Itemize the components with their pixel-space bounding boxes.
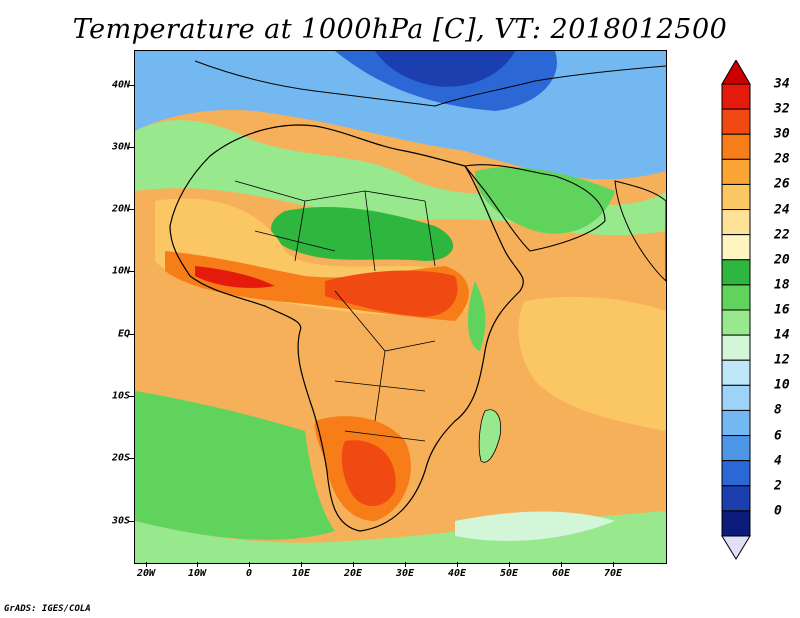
colorbar-label: 14	[774, 327, 790, 343]
colorbar-label: 10	[774, 377, 790, 393]
lon-tick-mark	[561, 562, 562, 567]
lon-tick-mark	[197, 562, 198, 567]
green-arabia-region	[475, 167, 615, 234]
colorbar-swatch	[721, 108, 751, 135]
lon-label-20e: 20E	[343, 568, 363, 579]
colorbar-swatch	[721, 83, 751, 110]
colorbar-swatch	[721, 309, 751, 336]
lat-tick-mark	[128, 85, 134, 86]
colorbar-label: 18	[774, 277, 790, 293]
colorbar-label: 20	[774, 252, 790, 268]
lat-tick-mark	[128, 334, 134, 335]
colorbar-label: 12	[774, 352, 790, 368]
colorbar-label: 16	[774, 302, 790, 318]
colorbar-swatch	[721, 209, 751, 236]
colorbar-swatch	[721, 510, 751, 537]
hottest-west-africa	[195, 266, 275, 288]
lat-tick-mark	[128, 458, 134, 459]
lat-tick-mark	[128, 521, 134, 522]
country-borders	[234, 180, 436, 442]
lon-label-40e: 40E	[447, 568, 467, 579]
lon-label-0: 0	[245, 568, 253, 579]
colorbar-swatch	[721, 359, 751, 386]
colorbar-under-triangle	[721, 535, 751, 560]
colorbar-swatch	[721, 409, 751, 437]
lon-label-10e: 10E	[291, 568, 311, 579]
colorbar-label: 32	[774, 101, 790, 117]
hot-central-africa	[325, 270, 458, 317]
lon-label-10w: 10W	[187, 568, 207, 579]
lon-label-20w: 20W	[136, 568, 156, 579]
lon-tick-mark	[249, 562, 250, 567]
colorbar-label: 6	[774, 428, 782, 444]
colorbar-over-triangle	[721, 60, 751, 85]
colorbar-swatch	[721, 284, 751, 311]
lat-label-30n: 30N	[111, 141, 130, 153]
lat-tick-mark	[128, 396, 134, 397]
colorbar-swatch	[721, 158, 751, 185]
southern-ocean-light	[455, 511, 615, 541]
colorbar-label: 2	[774, 478, 782, 494]
colorbar-swatch	[721, 485, 751, 512]
colorbar-swatch	[721, 460, 751, 487]
lat-label-10n: 10N	[111, 265, 130, 277]
africa-coastline	[169, 124, 524, 532]
lat-label-20n: 20N	[111, 203, 130, 215]
colorbar-swatch	[721, 435, 751, 462]
map-title: Temperature at 1000hPa [C], VT: 20180125…	[72, 14, 728, 45]
colorbar-label: 26	[774, 176, 790, 192]
arabia-coastline	[463, 164, 606, 252]
india-coastline	[614, 180, 666, 282]
lon-label-70e: 70E	[603, 568, 623, 579]
lon-label-60e: 60E	[551, 568, 571, 579]
colorbar-swatch	[721, 133, 751, 160]
green-sahara-region	[271, 206, 454, 261]
lat-label-40n: 40N	[111, 79, 130, 91]
cold-region-europe	[375, 51, 515, 87]
south-atlantic-cool	[135, 391, 335, 540]
colorbar-label: 34	[774, 76, 790, 92]
colorbar-label: 22	[774, 227, 790, 243]
lat-tick-mark	[128, 271, 134, 272]
lon-tick-mark	[613, 562, 614, 567]
colorbar-swatch	[721, 234, 751, 261]
lon-tick-mark	[353, 562, 354, 567]
lon-label-30e: 30E	[395, 568, 415, 579]
map-svg	[135, 51, 666, 563]
southern-africa-hot	[341, 440, 396, 506]
lon-tick-mark	[509, 562, 510, 567]
colorbar-swatch	[721, 259, 751, 286]
colorbar-label: 30	[774, 126, 790, 142]
colorbar-label: 4	[774, 453, 782, 469]
europe-coastline	[194, 60, 666, 107]
lon-label-50e: 50E	[499, 568, 519, 579]
lon-tick-mark	[457, 562, 458, 567]
lat-label-10s: 10S	[111, 390, 130, 402]
colorbar-swatch	[721, 384, 751, 411]
colorbar-label: 28	[774, 151, 790, 167]
lat-tick-mark	[128, 209, 134, 210]
indian-ocean-warm	[518, 296, 666, 431]
grads-credit: GrADS: IGES/COLA	[4, 604, 91, 614]
madagascar	[478, 409, 502, 463]
colorbar-label: 8	[774, 402, 782, 418]
lon-tick-mark	[146, 562, 147, 567]
lat-label-eq: EQ	[117, 328, 130, 340]
lat-label-20s: 20S	[111, 452, 130, 464]
colorbar-label: 24	[774, 202, 790, 218]
colorbar-label: 0	[774, 503, 782, 519]
colorbar-swatch	[721, 183, 751, 211]
colorbar-swatch	[721, 334, 751, 361]
lon-tick-mark	[301, 562, 302, 567]
east-africa-highlands	[468, 281, 486, 351]
temperature-map	[134, 50, 667, 564]
lat-label-30s: 30S	[111, 515, 130, 527]
colorbar	[721, 60, 751, 560]
lon-tick-mark	[405, 562, 406, 567]
lat-tick-mark	[128, 147, 134, 148]
